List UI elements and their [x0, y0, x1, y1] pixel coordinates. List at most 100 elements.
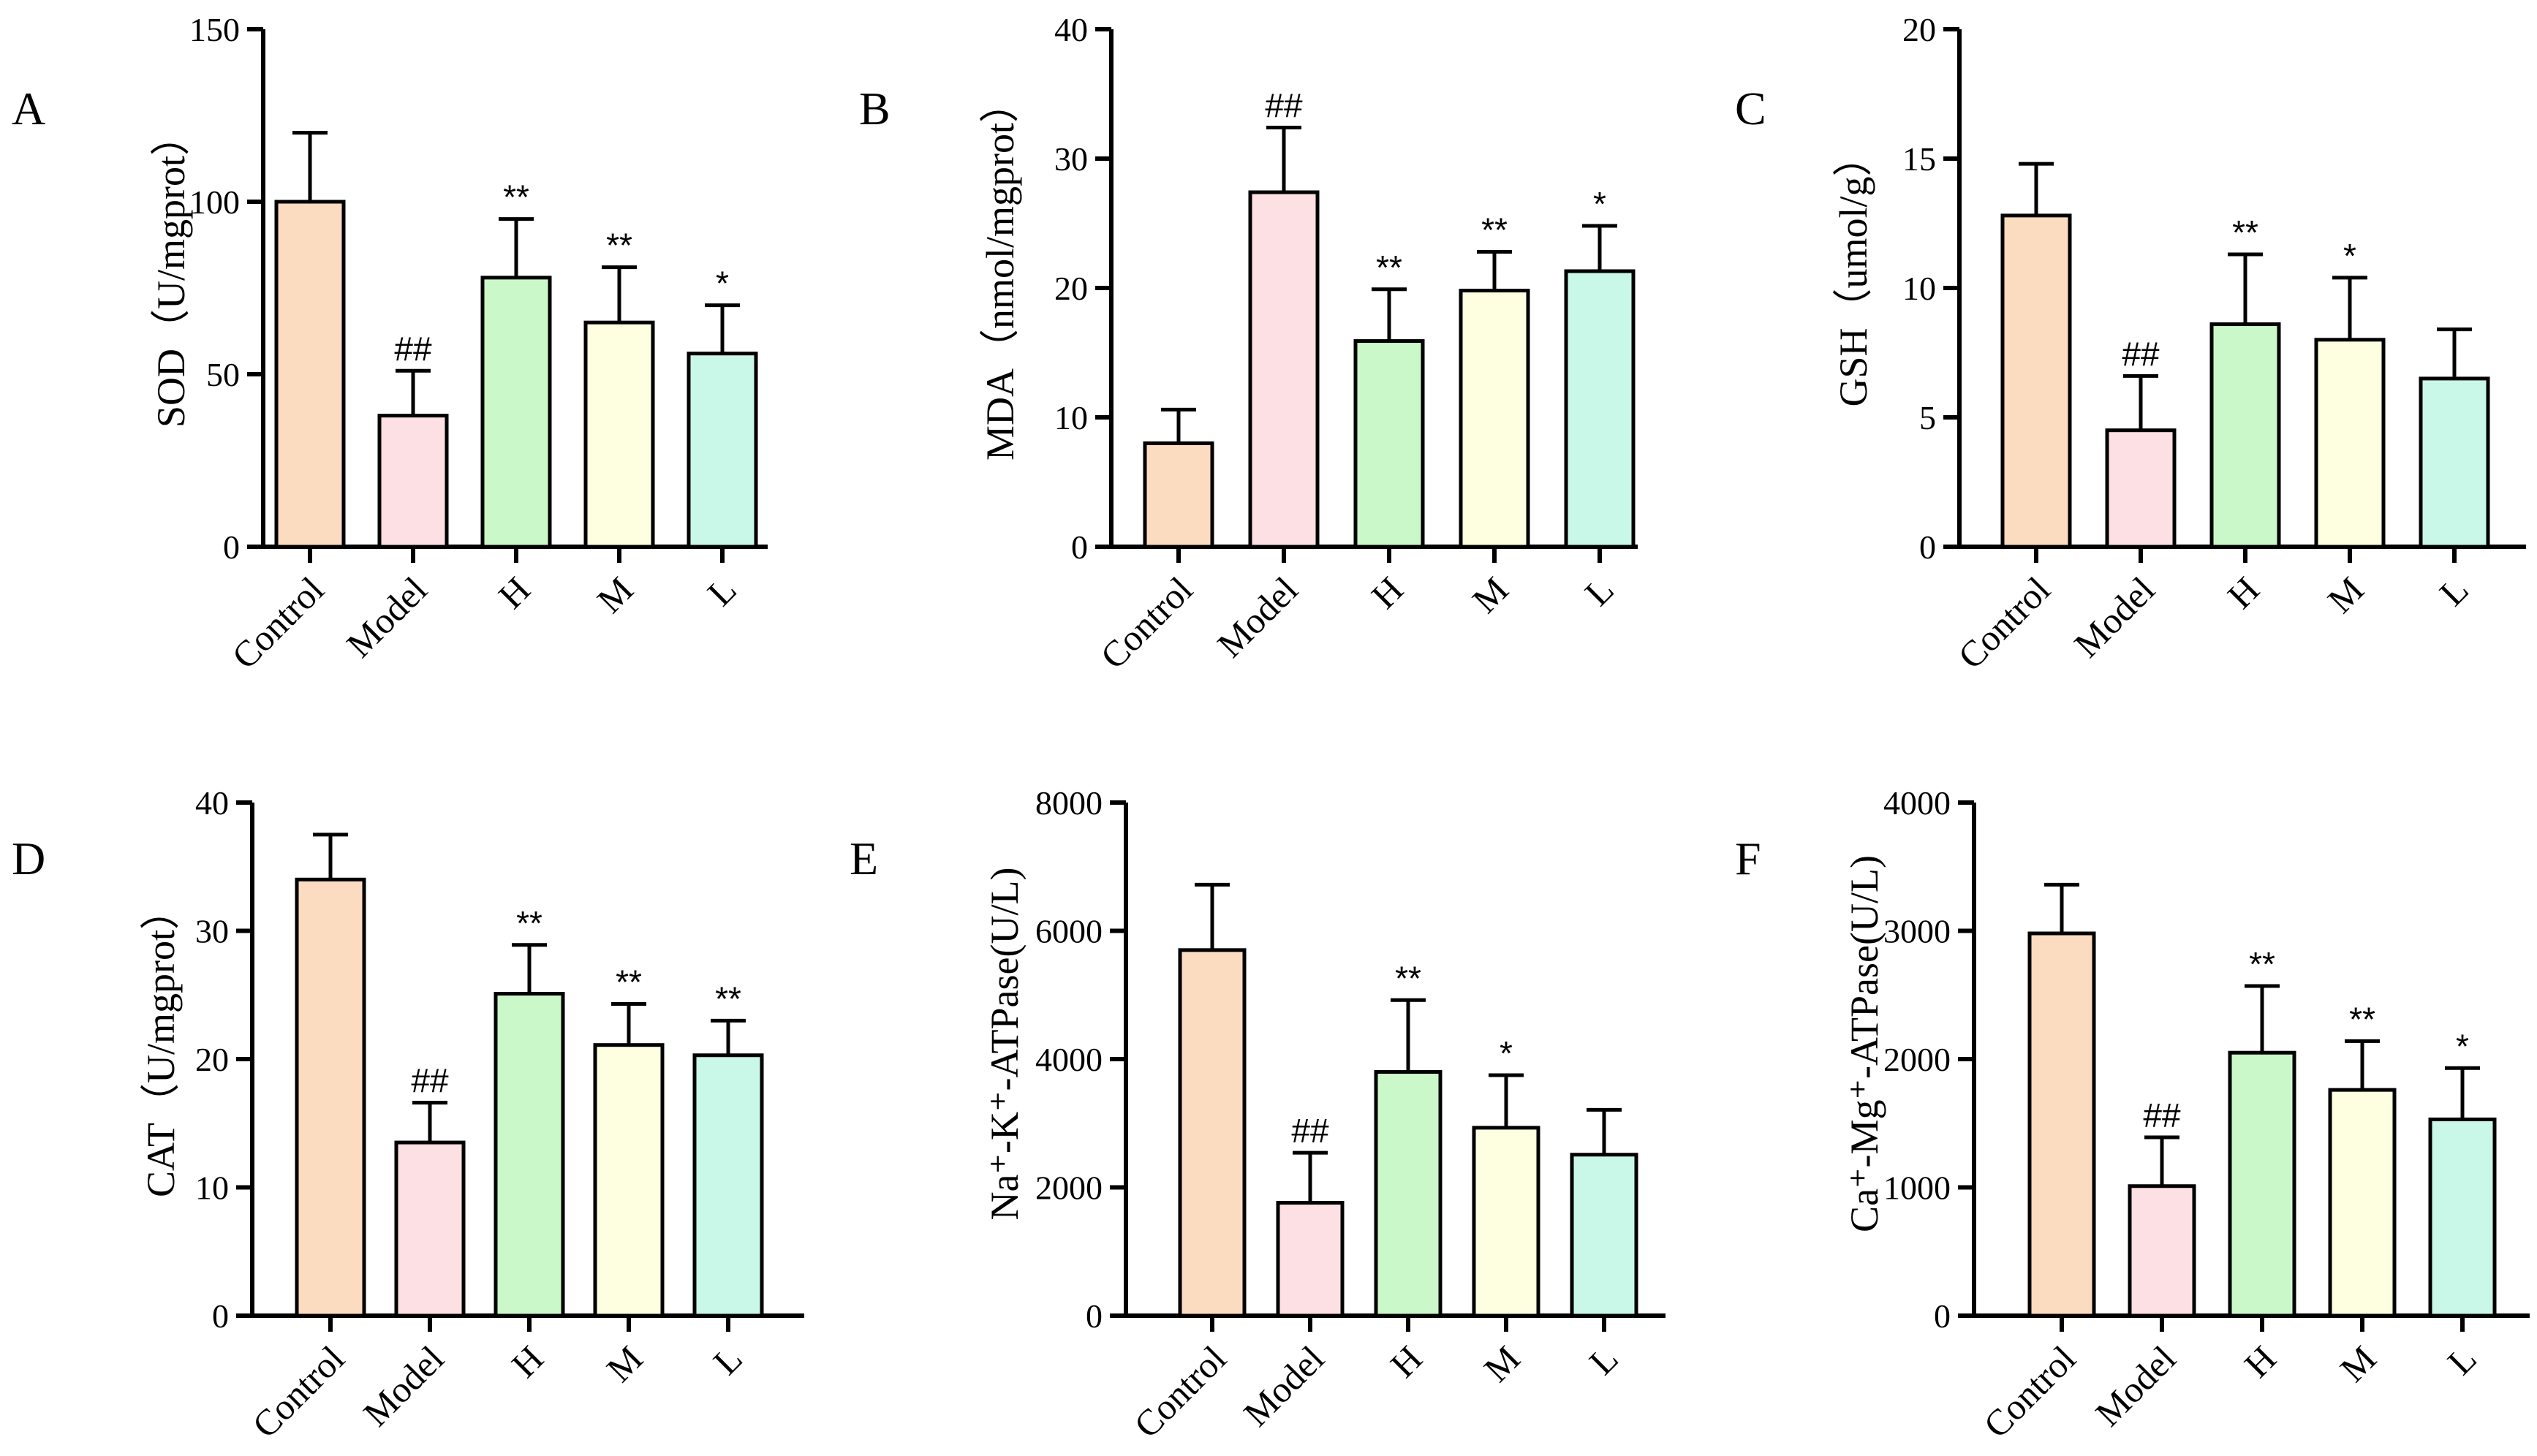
bar-b-m: [1459, 289, 1530, 549]
significance-a-h: **: [503, 178, 529, 216]
y-tick-label-d: 10: [195, 1169, 229, 1207]
x-tick-label-a-control: Control: [224, 569, 332, 677]
significance-b-l: *: [1593, 185, 1606, 223]
y-axis-label-f: Ca⁺-Mg⁺-ATPase(U/L): [1842, 855, 1886, 1232]
x-tick-label-c-control: Control: [1950, 569, 2058, 677]
significance-b-h: **: [1376, 249, 1402, 287]
y-tick-label-c: 10: [1902, 270, 1936, 307]
bar-c-m: [2314, 338, 2386, 549]
bar-d-m: [593, 1043, 665, 1318]
significance-a-m: **: [606, 227, 632, 265]
x-tick-label-d-control: Control: [244, 1338, 352, 1446]
x-tick-label-c-h: H: [2220, 569, 2267, 616]
bar-a-model: [377, 414, 449, 549]
bar-f-control: [2027, 931, 2096, 1318]
x-tick-label-a-l: L: [700, 569, 744, 613]
x-tick-label-e-m: M: [1476, 1338, 1528, 1389]
bar-e-l: [1570, 1153, 1638, 1318]
y-tick-label-a: 100: [189, 183, 240, 221]
panel-label-c: C: [1735, 83, 1766, 134]
x-tick-label-d-l: L: [706, 1338, 750, 1382]
panel-b: B MDA（nmol/mgprot） 0 10 20 30 40 Control ## Mod…: [859, 11, 1638, 677]
significance-c-h: **: [2232, 213, 2258, 251]
significance-a-l: *: [716, 265, 729, 303]
bar-b-h: [1353, 339, 1425, 549]
x-tick-label-f-l: L: [2440, 1338, 2484, 1382]
y-axis-label-b: MDA（nmol/mgprot）: [978, 83, 1022, 460]
y-tick-label-f: 1000: [1883, 1169, 1951, 1207]
panel-a: A SOD（U/mgprot） 0 50 100 150 Control ## Model *…: [12, 11, 768, 677]
y-tick-label-a: 150: [189, 11, 240, 48]
y-tick-label-b: 40: [1054, 11, 1088, 48]
x-tick-label-b-control: Control: [1092, 569, 1201, 677]
significance-e-model: ##: [1291, 1112, 1329, 1150]
panel-d: D CAT（U/mgprot） 0 10 20 30 40 Control ## Model *…: [12, 784, 804, 1446]
panel-label-e: E: [850, 833, 878, 884]
significance-f-l: *: [2456, 1027, 2469, 1065]
bar-b-control: [1143, 441, 1214, 549]
bar-a-m: [583, 320, 655, 549]
bar-a-control: [274, 200, 346, 549]
y-axis-label-a: SOD（U/mgprot）: [149, 116, 193, 428]
panel-f: F Ca⁺-Mg⁺-ATPase(U/L) 0 1000 2000 3000 4000 C…: [1735, 784, 2530, 1446]
x-tick-label-f-model: Model: [2087, 1338, 2184, 1434]
bar-d-l: [692, 1053, 764, 1318]
bar-c-control: [2000, 213, 2072, 549]
y-tick-label-d: 20: [195, 1041, 229, 1078]
bar-c-h: [2209, 322, 2281, 549]
y-tick-label-c: 5: [1919, 399, 1936, 436]
bar-d-h: [494, 991, 565, 1318]
significance-d-model: ##: [411, 1062, 449, 1100]
x-tick-label-c-model: Model: [2066, 569, 2163, 665]
x-tick-label-f-m: M: [2332, 1338, 2384, 1389]
x-tick-label-b-l: L: [1577, 569, 1622, 613]
bar-b-model: [1248, 190, 1320, 549]
bar-a-l: [687, 352, 758, 549]
y-tick-label-e: 6000: [1035, 913, 1103, 950]
significance-c-model: ##: [2122, 335, 2160, 373]
y-axis-label-e-text: Na⁺-K⁺-ATPase(U/L): [983, 868, 1026, 1221]
significance-d-l: **: [715, 979, 741, 1017]
panel-e: E Na⁺-K⁺-ATPase(U/L) 0 2000 4000 6000 8000 Co…: [850, 784, 1666, 1446]
x-tick-label-f-control: Control: [1975, 1338, 2084, 1446]
bar-d-model: [394, 1140, 466, 1318]
significance-f-m: **: [2349, 1000, 2375, 1038]
bar-b-l: [1564, 269, 1636, 549]
bar-f-l: [2428, 1117, 2497, 1318]
y-tick-label-d: 40: [195, 784, 229, 822]
bar-e-model: [1276, 1201, 1345, 1318]
x-tick-label-a-m: M: [589, 569, 641, 621]
x-tick-label-b-model: Model: [1209, 569, 1306, 665]
significance-f-h: **: [2249, 945, 2275, 983]
y-axis-label-d: CAT（U/mgprot）: [139, 890, 183, 1197]
bar-f-model: [2128, 1184, 2196, 1318]
bar-f-h: [2228, 1050, 2296, 1318]
bar-c-model: [2105, 428, 2177, 549]
significance-e-m: *: [1500, 1034, 1513, 1072]
bar-a-h: [480, 276, 552, 549]
significance-e-h: **: [1395, 959, 1421, 997]
plot-area-a: 0 50 100 150 Control ## Model ** H ** M * L: [189, 11, 768, 677]
y-tick-label-b: 0: [1071, 528, 1088, 566]
y-axis-label-e: Na⁺-K⁺-ATPase(U/L): [983, 868, 1026, 1221]
plot-area-b: 0 10 20 30 40 Control ## Model ** H ** M * L: [1054, 11, 1638, 677]
y-tick-label-e: 0: [1086, 1297, 1103, 1335]
y-tick-label-e: 4000: [1035, 1041, 1103, 1078]
significance-d-h: **: [516, 904, 542, 942]
panel-label-a: A: [12, 83, 45, 134]
bar-c-l: [2419, 376, 2490, 549]
x-tick-label-d-m: M: [599, 1338, 651, 1389]
bar-e-control: [1178, 948, 1247, 1318]
bar-f-m: [2328, 1088, 2397, 1318]
x-tick-label-d-h: H: [504, 1338, 551, 1385]
y-axis-label-f-text: Ca⁺-Mg⁺-ATPase(U/L): [1842, 855, 1886, 1232]
x-tick-label-a-h: H: [491, 569, 538, 616]
bar-e-m: [1472, 1126, 1540, 1318]
significance-a-model: ##: [394, 330, 432, 368]
plot-area-f: 0 1000 2000 3000 4000 Control ## Model ** H ** M * L: [1883, 784, 2530, 1446]
bar-d-control: [295, 877, 366, 1318]
x-tick-label-b-m: M: [1464, 569, 1516, 621]
x-tick-label-e-h: H: [1383, 1338, 1430, 1385]
y-tick-label-f: 4000: [1883, 784, 1951, 822]
plot-area-d: 0 10 20 30 40 Control ## Model ** H ** M ** L: [195, 784, 804, 1446]
